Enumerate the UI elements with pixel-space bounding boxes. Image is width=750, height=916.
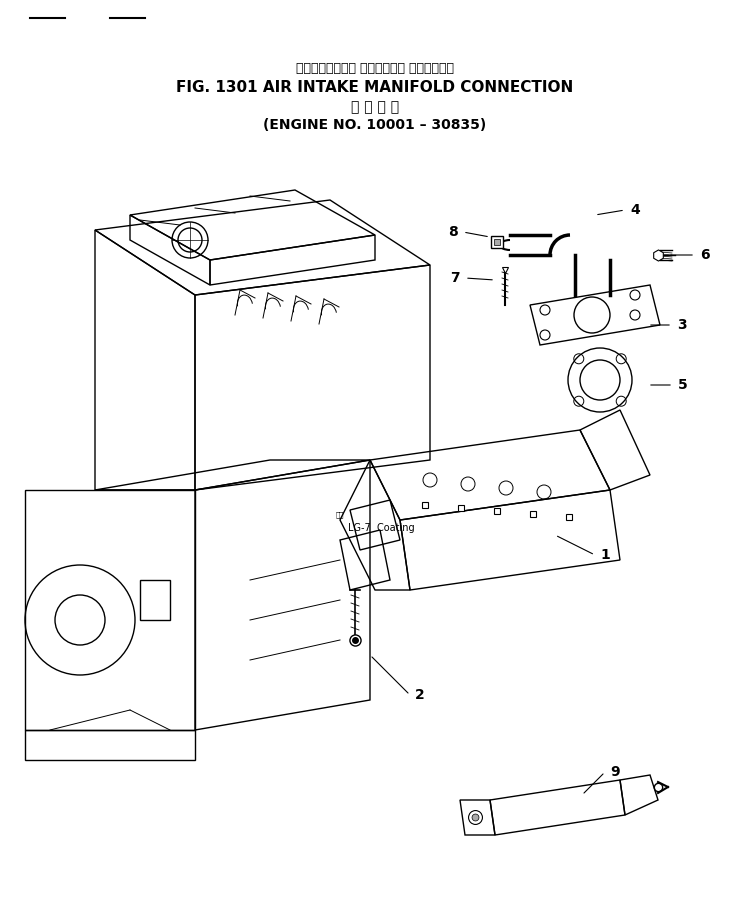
Text: 2: 2 [415,688,424,702]
Text: 6: 6 [700,248,709,262]
Text: 7: 7 [450,271,460,285]
Text: (ENGINE NO. 10001 – 30835): (ENGINE NO. 10001 – 30835) [263,118,487,132]
Text: 塗布: 塗布 [336,512,344,518]
Bar [140,580,170,620]
Text: LG-7  Coating: LG-7 Coating [348,523,415,533]
Text: 3: 3 [677,318,687,332]
Text: 1: 1 [600,548,610,562]
Text: 9: 9 [610,765,620,779]
Text: 8: 8 [448,225,458,239]
Text: 適 用 号 機: 適 用 号 機 [351,100,399,114]
Text: FIG. 1301 AIR INTAKE MANIFOLD CONNECTION: FIG. 1301 AIR INTAKE MANIFOLD CONNECTION [176,80,574,94]
Text: エアーインテーク マニホールド コネクション: エアーインテーク マニホールド コネクション [296,61,454,74]
Text: 5: 5 [678,378,688,392]
Text: 4: 4 [630,203,640,217]
